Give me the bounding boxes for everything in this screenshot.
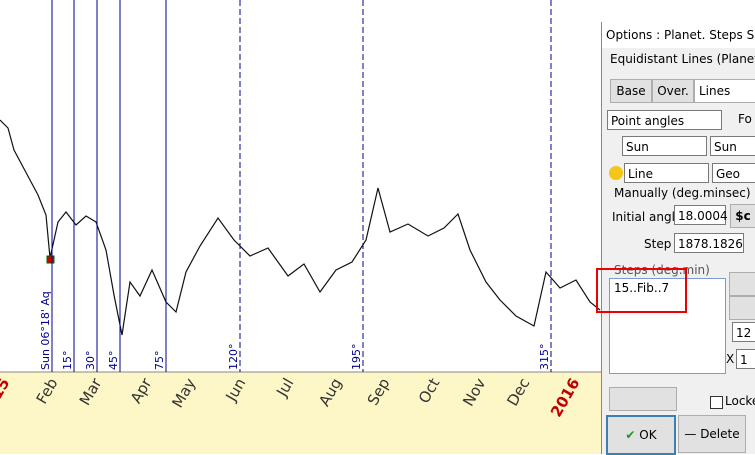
- input[interactable]: 12: [732, 322, 755, 342]
- steps-textbox[interactable]: 15..Fib..7: [609, 278, 726, 374]
- button[interactable]: [729, 272, 755, 296]
- label: Manually (deg.minsec): [614, 186, 751, 200]
- planet-line-label: 30°: [84, 351, 97, 371]
- highlight-box: [596, 268, 687, 313]
- planet-select[interactable]: Sun: [710, 136, 755, 156]
- planet-line-label: Sun 06°18' Aq: [39, 291, 52, 370]
- label: Step: [644, 237, 672, 251]
- tab[interactable]: Base: [610, 79, 652, 103]
- label: Delete: [700, 427, 740, 441]
- label: X: [726, 352, 735, 366]
- button[interactable]: [609, 387, 677, 411]
- planet-line-label: 315°: [538, 344, 551, 371]
- planet-line-label: 15°: [61, 351, 74, 371]
- planet-line-label: 195°: [350, 344, 363, 371]
- input[interactable]: 18.0004: [674, 205, 728, 225]
- planet-line-label: 45°: [107, 351, 120, 371]
- label: Locke: [725, 394, 755, 408]
- planet-select[interactable]: Sun: [622, 136, 707, 156]
- chart: Sun 06°18' Aq15°30°45°75°120°195°315°201…: [0, 0, 601, 454]
- checkbox[interactable]: [710, 396, 723, 409]
- line-select[interactable]: Line: [624, 163, 709, 183]
- coord-select[interactable]: Geo: [712, 163, 755, 183]
- section-label: Equidistant Lines (Planetar: [610, 52, 755, 66]
- tab[interactable]: Lines: [694, 79, 755, 103]
- label: Fo: [738, 112, 752, 126]
- tab[interactable]: Over.: [652, 79, 694, 103]
- button[interactable]: [729, 296, 755, 320]
- price-series: [0, 119, 601, 336]
- options-dialog: Options : Planet. Steps Sun Equidistant …: [601, 22, 755, 455]
- icon: [609, 166, 623, 180]
- ok-button[interactable]: ✔ OK: [606, 415, 676, 455]
- label: Initial angle: [612, 210, 683, 224]
- button[interactable]: $c: [730, 204, 755, 228]
- delete-button[interactable]: — Delete: [678, 415, 746, 453]
- sun-marker: [46, 255, 55, 264]
- input[interactable]: 1878.1826: [674, 233, 744, 253]
- label: OK: [639, 428, 657, 442]
- time-axis: [0, 372, 601, 454]
- planet-line-label: 75°: [153, 351, 166, 371]
- dialog-title: Options : Planet. Steps Sun: [602, 22, 755, 48]
- mode-select[interactable]: Point angles: [607, 110, 722, 130]
- input[interactable]: 1: [736, 349, 755, 369]
- planet-line-label: 120°: [227, 344, 240, 371]
